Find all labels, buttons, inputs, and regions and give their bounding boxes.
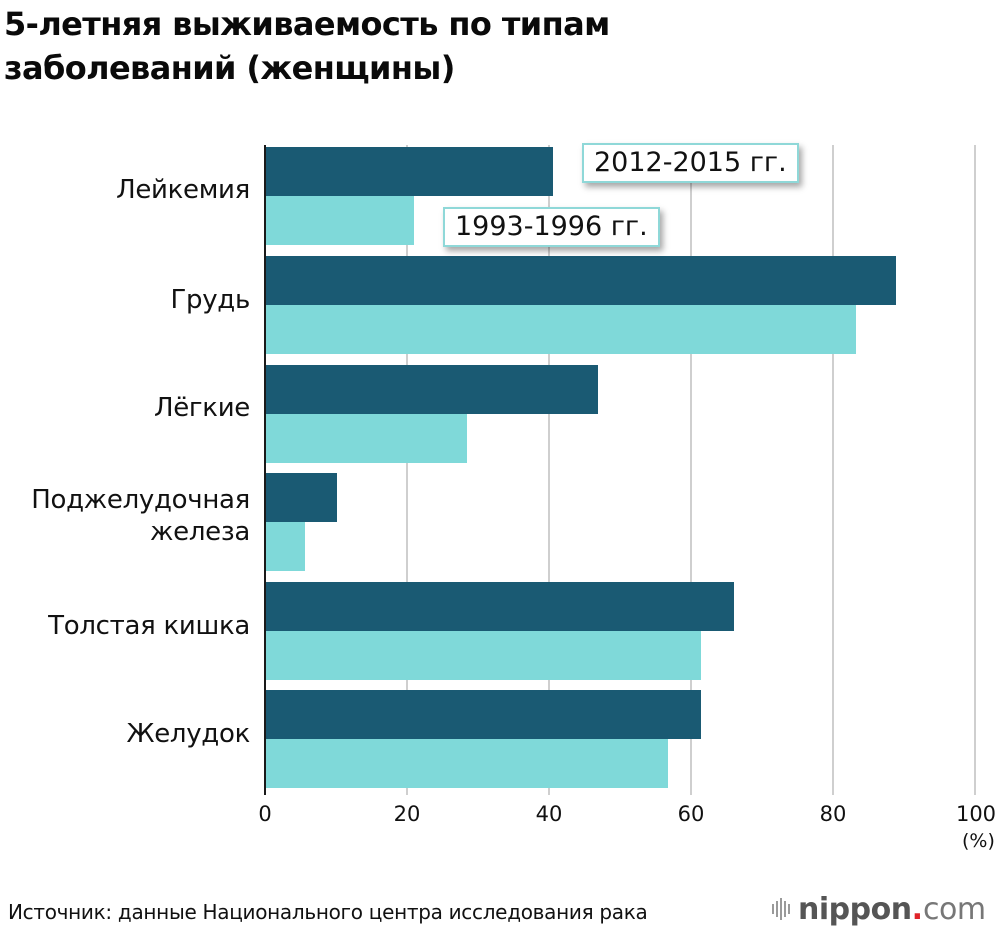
x-tick-20: 20 bbox=[393, 802, 421, 826]
chart-title-line2: заболеваний (женщины) bbox=[4, 49, 455, 87]
x-tick-40: 40 bbox=[535, 802, 563, 826]
logo-name: nippon bbox=[798, 891, 912, 927]
chart-title-line1: 5-летняя выживаемость по типам bbox=[4, 5, 610, 43]
bar-leukemia-2012-2015 bbox=[265, 147, 553, 196]
category-label-lung: Лёгкие bbox=[153, 393, 250, 423]
category-label-pancreas: Поджелудочная железа bbox=[0, 484, 250, 548]
gridline-40 bbox=[548, 145, 550, 795]
bar-stomach-2012-2015 bbox=[265, 690, 701, 739]
logo-tld: com bbox=[922, 891, 986, 927]
category-label-stomach: Желудок bbox=[126, 719, 251, 749]
category-label-breast: Грудь bbox=[170, 285, 250, 315]
bar-stomach-1993-1996 bbox=[265, 739, 668, 788]
logo-dot: . bbox=[911, 891, 923, 927]
sound-bars-icon bbox=[772, 898, 790, 920]
legend-label-1993-1996: 1993-1996 гг. bbox=[455, 211, 648, 242]
bar-colon-1993-1996 bbox=[265, 631, 701, 680]
bar-lung-2012-2015 bbox=[265, 365, 598, 414]
category-label-pancreas-line1: Поджелудочная bbox=[31, 485, 250, 515]
bar-pancreas-2012-2015 bbox=[265, 473, 337, 522]
category-label-leukemia: Лейкемия bbox=[116, 175, 250, 205]
y-axis-line bbox=[264, 145, 266, 795]
legend-label-2012-2015: 2012-2015 гг. bbox=[594, 147, 787, 178]
source-note: Источник: данные Национального центра ис… bbox=[8, 900, 648, 924]
category-label-pancreas-line2: железа bbox=[150, 517, 250, 547]
gridline-20 bbox=[406, 145, 408, 795]
x-axis-unit: (%) bbox=[962, 830, 995, 852]
gridline-100 bbox=[974, 145, 976, 795]
plot-area bbox=[264, 145, 976, 795]
bar-breast-2012-2015 bbox=[265, 256, 896, 305]
bar-breast-1993-1996 bbox=[265, 305, 856, 354]
legend-callout-1993-1996: 1993-1996 гг. bbox=[443, 207, 660, 247]
x-tick-0: 0 bbox=[258, 802, 272, 826]
nippon-logo: nippon . com bbox=[772, 891, 986, 927]
gridline-60 bbox=[690, 145, 692, 795]
bar-pancreas-1993-1996 bbox=[265, 522, 305, 571]
gridline-80 bbox=[832, 145, 834, 795]
bar-colon-2012-2015 bbox=[265, 582, 734, 631]
x-tick-60: 60 bbox=[677, 802, 705, 826]
bar-leukemia-1993-1996 bbox=[265, 196, 414, 245]
bar-lung-1993-1996 bbox=[265, 414, 467, 463]
category-label-colon: Толстая кишка bbox=[48, 611, 250, 641]
legend-callout-2012-2015: 2012-2015 гг. bbox=[582, 143, 799, 183]
chart-title: 5-летняя выживаемость по типам заболеван… bbox=[4, 2, 904, 90]
x-tick-100: 100 bbox=[955, 802, 997, 826]
x-tick-80: 80 bbox=[819, 802, 847, 826]
